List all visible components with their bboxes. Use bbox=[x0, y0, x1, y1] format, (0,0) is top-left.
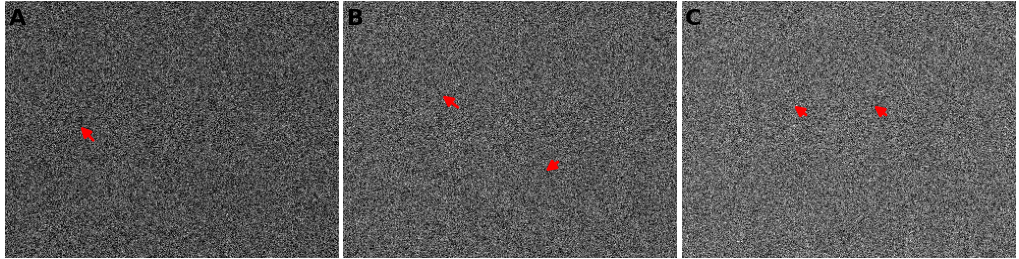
Text: B: B bbox=[346, 9, 364, 29]
Text: C: C bbox=[685, 9, 701, 29]
Text: A: A bbox=[8, 9, 25, 29]
